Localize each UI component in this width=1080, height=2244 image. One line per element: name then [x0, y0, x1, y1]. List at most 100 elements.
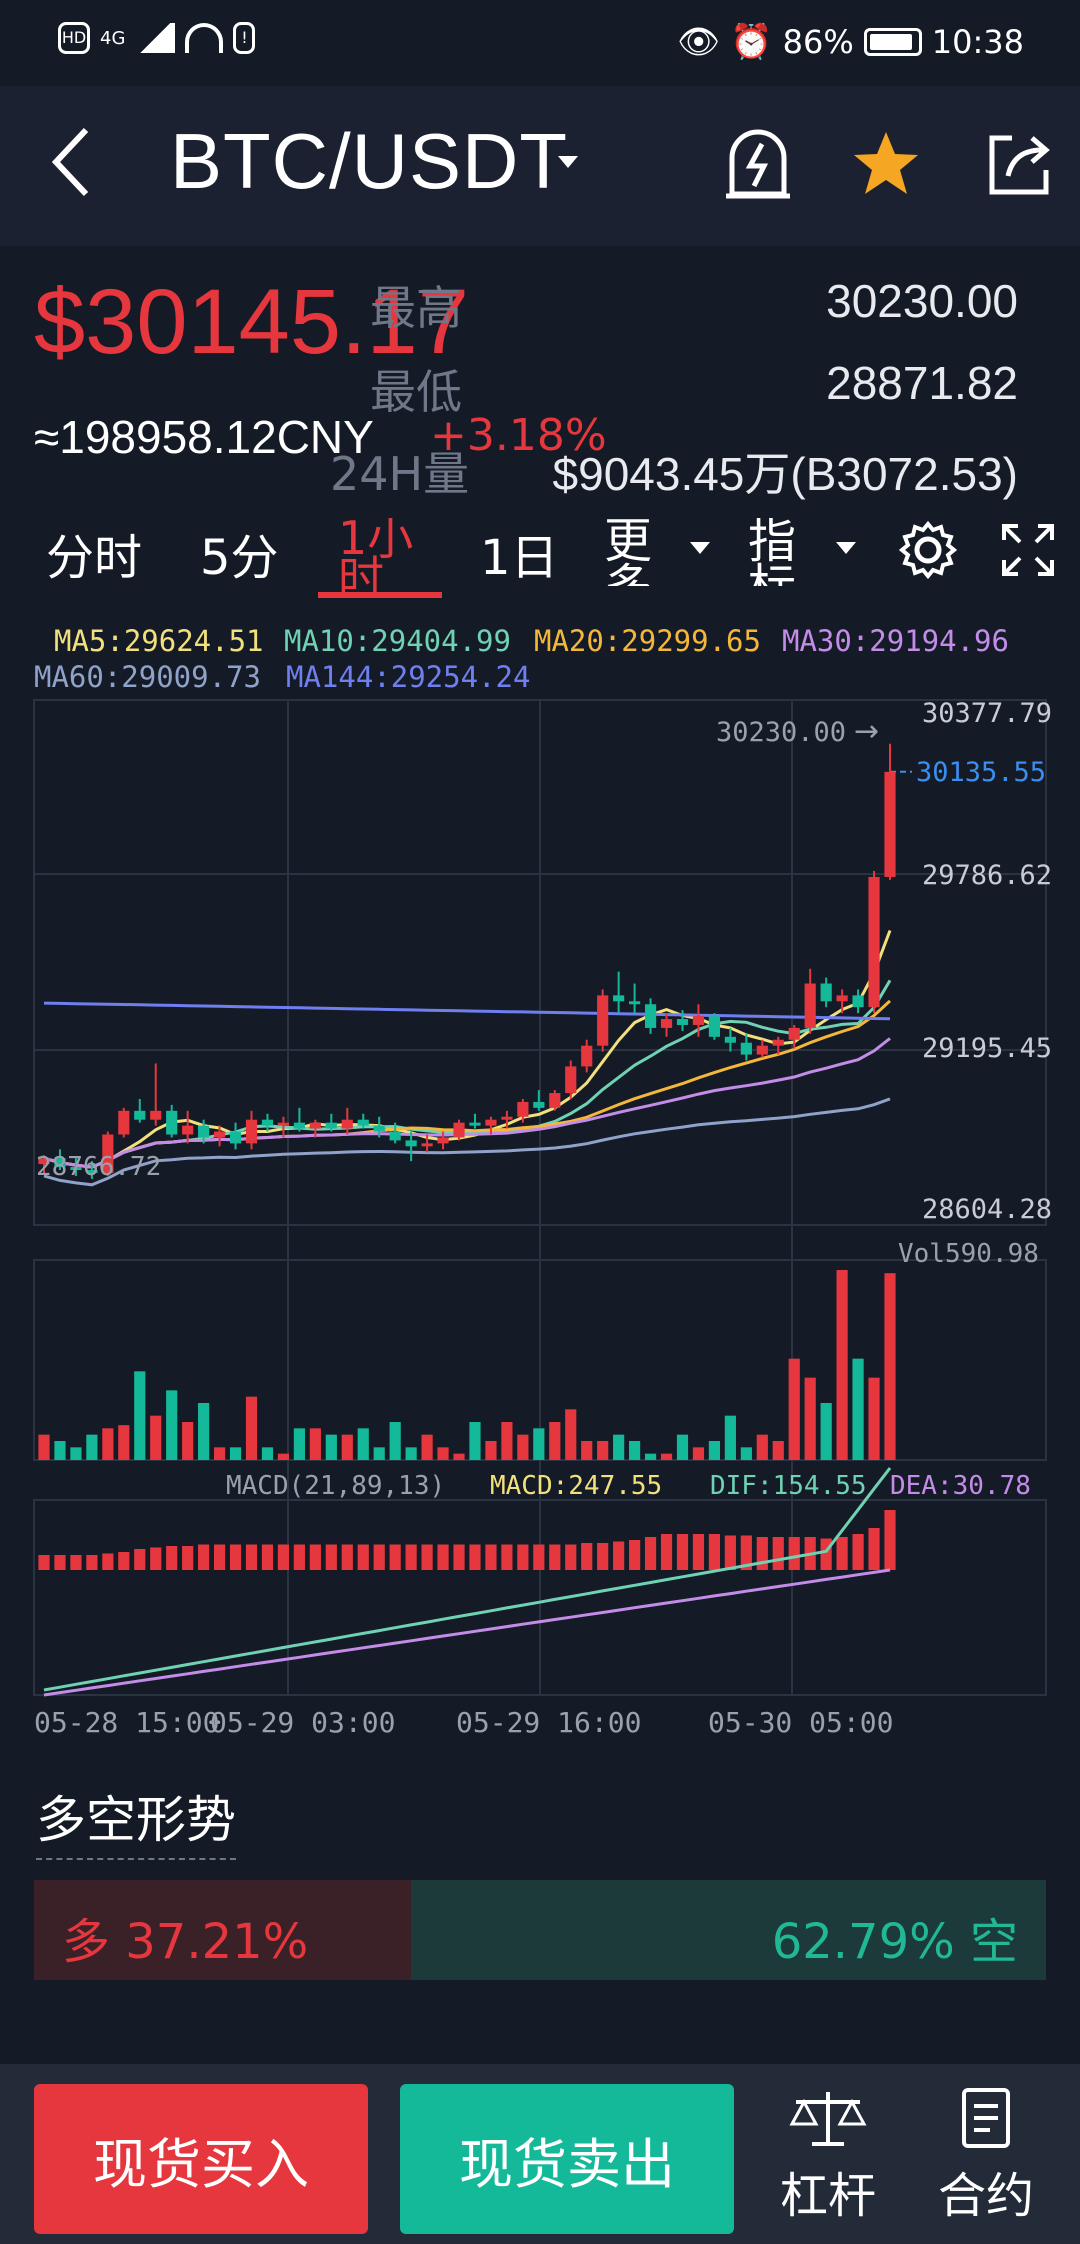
macd-bar	[756, 1537, 768, 1570]
tab-1day[interactable]: 1日	[480, 530, 559, 586]
volume-bar	[102, 1428, 114, 1460]
volume-bar	[724, 1415, 736, 1460]
low-label: 最低	[370, 365, 462, 419]
max-arrow-icon: →	[854, 714, 879, 749]
volume-bar	[198, 1403, 210, 1460]
candle-body	[437, 1137, 449, 1144]
ma60-legend: MA60:29009.73	[34, 660, 261, 694]
interval-tabs: 分时 5分 1小时 1日 更多 指标	[0, 500, 1080, 602]
volume-bar	[150, 1415, 162, 1460]
tab-more[interactable]: 更多	[604, 518, 653, 586]
buy-button[interactable]: 现货买入	[34, 2084, 368, 2234]
volume-bar	[453, 1453, 465, 1460]
candle-body	[38, 1158, 50, 1165]
macd-bar	[708, 1534, 721, 1570]
volume-bar	[437, 1447, 449, 1460]
margin-label: 杠杆	[779, 2168, 876, 2224]
top-bar: BTC/USDT	[0, 86, 1080, 246]
ma10-line	[43, 979, 892, 1169]
status-left: HD 4G !	[58, 22, 256, 54]
star-icon[interactable]	[846, 124, 926, 204]
chevron-down-icon[interactable]	[558, 156, 578, 168]
tab-timeline[interactable]: 分时	[46, 530, 143, 586]
dea-line	[43, 1568, 891, 1697]
candle-body	[118, 1110, 130, 1135]
macd-bar	[724, 1535, 736, 1570]
macd-bar	[437, 1544, 449, 1570]
min-marker-label: 28766.72	[36, 1152, 161, 1182]
macd-bar	[501, 1544, 513, 1570]
sell-button[interactable]: 现货卖出	[400, 2084, 734, 2234]
candle-body	[804, 983, 816, 1028]
candle-body	[597, 995, 609, 1046]
share-icon[interactable]	[978, 124, 1058, 204]
macd-bar	[660, 1534, 673, 1570]
candle-body	[198, 1125, 210, 1138]
volume-bar	[788, 1358, 800, 1460]
fullscreen-icon[interactable]	[1000, 522, 1056, 578]
y-tick-label: 29786.62	[922, 860, 1052, 891]
volume-bar	[118, 1425, 130, 1460]
candle-body	[868, 876, 880, 1008]
candle-body	[134, 1110, 146, 1120]
candle-body	[293, 1122, 305, 1129]
candle-body	[756, 1045, 768, 1055]
volume-bar	[357, 1428, 369, 1460]
pair-title[interactable]: BTC/USDT	[170, 117, 568, 205]
tab-1hour[interactable]: 1小时	[338, 518, 414, 602]
ma144-legend: MA144:29254.24	[286, 660, 531, 694]
volume-bar	[405, 1447, 417, 1460]
margin-button[interactable]: 杠杆	[768, 2086, 888, 2226]
y-tick-label: 28604.28	[922, 1194, 1052, 1225]
indicator-chevron-icon[interactable]	[836, 542, 856, 554]
candle-body	[485, 1119, 497, 1126]
back-icon[interactable]	[46, 122, 106, 202]
candle-body	[772, 1039, 784, 1046]
cny-price: ≈198958.12CNY	[34, 411, 374, 463]
contract-button[interactable]: 合约	[926, 2086, 1046, 2226]
tab-indicators[interactable]: 指标	[748, 518, 797, 586]
candle-body	[884, 771, 896, 877]
macd-bar	[245, 1544, 258, 1570]
candle-body	[660, 1019, 673, 1028]
alert-icon: !	[233, 22, 256, 54]
macd-bar	[389, 1544, 401, 1570]
volume-bar	[182, 1422, 194, 1460]
candle-body	[740, 1042, 752, 1055]
volume-bar	[820, 1403, 832, 1460]
ma10-legend: MA10:29404.99	[284, 624, 511, 658]
macd-bar	[453, 1544, 465, 1570]
kline-chart[interactable]: 30377.79 29786.62 29195.45 28604.28 3023…	[0, 680, 1080, 1740]
volume-bar	[644, 1453, 657, 1460]
candle-body	[341, 1119, 353, 1129]
volume-bar	[613, 1434, 625, 1460]
low-value: 28871.82	[826, 357, 1018, 409]
candle-body	[581, 1045, 593, 1067]
price-alert-icon[interactable]	[718, 124, 798, 204]
volume-bar	[166, 1390, 178, 1460]
gear-icon[interactable]	[896, 518, 960, 582]
macd-bar	[597, 1543, 609, 1570]
ma5-legend: MA5:29624.51	[54, 624, 264, 658]
macd-bar	[277, 1544, 290, 1570]
candle-body	[549, 1093, 561, 1108]
candle-body	[644, 1004, 657, 1028]
candle-body	[836, 995, 848, 1002]
more-chevron-icon[interactable]	[690, 542, 710, 554]
volume-bar	[884, 1273, 896, 1460]
candle-body	[788, 1027, 800, 1040]
tab-5min[interactable]: 5分	[200, 530, 279, 586]
macd-label: MACD(21,89,13)	[226, 1471, 445, 1501]
battery-icon	[863, 28, 922, 56]
x-tick-label: 05-29 16:00	[456, 1706, 641, 1739]
active-tab-indicator	[318, 592, 442, 598]
ma30-line	[43, 1037, 891, 1169]
volume-bar	[70, 1447, 82, 1460]
volume-bar	[501, 1422, 513, 1460]
long-short-ratio-bar: 多 37.21% 62.79% 空	[34, 1880, 1046, 1980]
volume-bar	[245, 1396, 258, 1460]
volume-bar	[229, 1447, 242, 1460]
dif-value: DIF:154.55	[710, 1471, 867, 1501]
candle-body	[708, 1016, 721, 1037]
macd-bar	[836, 1537, 848, 1570]
